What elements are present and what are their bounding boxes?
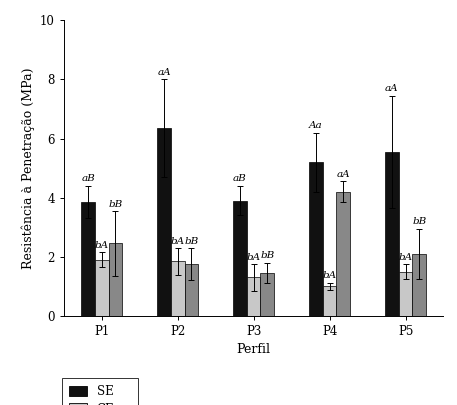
Bar bbox=[385, 152, 399, 316]
Bar bbox=[336, 192, 350, 316]
Text: aA: aA bbox=[336, 170, 350, 179]
Text: bA: bA bbox=[399, 253, 413, 262]
Bar bbox=[260, 273, 274, 316]
Bar bbox=[95, 260, 109, 316]
Text: bA: bA bbox=[95, 241, 109, 250]
X-axis label: Perfil: Perfil bbox=[237, 343, 271, 356]
Bar bbox=[399, 272, 412, 316]
Text: bB: bB bbox=[260, 252, 275, 260]
Text: bB: bB bbox=[108, 200, 122, 209]
Bar bbox=[309, 162, 323, 316]
Text: bB: bB bbox=[184, 237, 198, 245]
Y-axis label: Resistência à Penetração (MPa): Resistência à Penetração (MPa) bbox=[21, 67, 35, 269]
Bar bbox=[323, 286, 336, 316]
Text: aB: aB bbox=[233, 175, 247, 183]
Bar bbox=[233, 200, 247, 316]
Bar bbox=[412, 254, 426, 316]
Bar bbox=[109, 243, 122, 316]
Text: bA: bA bbox=[247, 253, 260, 262]
Text: Aa: Aa bbox=[309, 121, 323, 130]
Legend: SE, CE, CERS: SE, CE, CERS bbox=[62, 378, 138, 405]
Bar bbox=[157, 128, 171, 316]
Text: aB: aB bbox=[81, 175, 95, 183]
Text: bA: bA bbox=[170, 237, 185, 245]
Bar bbox=[185, 264, 198, 316]
Bar bbox=[81, 202, 95, 316]
Text: aA: aA bbox=[385, 84, 399, 93]
Text: bA: bA bbox=[323, 271, 337, 280]
Text: bB: bB bbox=[412, 217, 426, 226]
Bar bbox=[171, 261, 185, 316]
Bar bbox=[247, 277, 260, 316]
Text: aA: aA bbox=[157, 68, 171, 77]
